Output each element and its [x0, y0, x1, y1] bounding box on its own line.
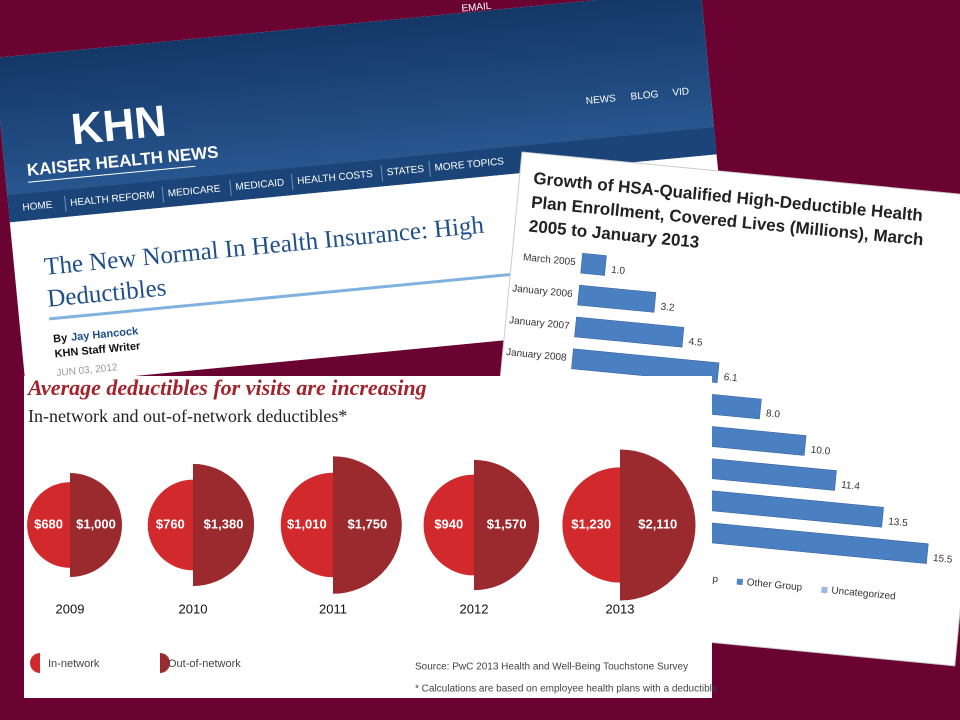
bar	[580, 252, 607, 276]
legend-label: Other Group	[746, 577, 803, 593]
logo-rule	[28, 165, 196, 183]
nav-divider	[161, 186, 165, 203]
nav-bar	[7, 127, 717, 223]
nav-divider	[64, 195, 67, 212]
bar	[577, 284, 657, 313]
value-label: 4.5	[688, 337, 703, 349]
top-nav-item[interactable]: VID	[672, 86, 690, 99]
value-label: $760	[156, 516, 185, 531]
logo[interactable]: KHN	[69, 97, 169, 155]
in-network-half	[27, 482, 71, 568]
value-label: $1,380	[204, 516, 244, 531]
legend-swatch	[160, 653, 170, 673]
legend-label: Out-of-network	[168, 658, 241, 670]
value-label: 8.0	[766, 408, 781, 420]
top-nav-item[interactable]: NEWS	[585, 93, 616, 107]
out-of-network-half	[620, 449, 696, 601]
legend-swatch	[821, 586, 828, 594]
out-of-network-half	[70, 473, 122, 577]
in-network-half	[147, 479, 193, 571]
nav-divider	[428, 160, 431, 177]
value-label: $1,570	[487, 516, 527, 531]
legend-label: In-network	[48, 658, 100, 670]
value-label: 15.5	[932, 553, 953, 566]
bar	[574, 316, 685, 348]
nav-item[interactable]: MEDICAID	[235, 177, 285, 193]
value-label: $1,750	[348, 516, 388, 531]
chart-title: Average deductibles for visits are incre…	[26, 375, 427, 400]
value-label: $940	[434, 516, 463, 531]
value-label: $2,110	[638, 516, 677, 531]
email-link[interactable]: EMAIL	[461, 1, 492, 15]
in-network-half	[423, 474, 474, 576]
deductibles-chart: Average deductibles for visits are incre…	[24, 375, 718, 698]
x-tick-label: 2009	[56, 601, 85, 616]
value-label: $1,230	[571, 516, 611, 531]
value-label: $1,010	[287, 516, 327, 531]
nav-item[interactable]: STATES	[386, 164, 425, 179]
value-label: 10.0	[810, 445, 831, 458]
value-label: 1.0	[611, 265, 626, 277]
x-tick-label: 2010	[179, 601, 208, 616]
in-network-half	[562, 467, 620, 583]
legend-swatch	[736, 578, 744, 586]
top-nav-item[interactable]: BLOG	[630, 89, 659, 103]
nav-item[interactable]: MEDICARE	[167, 184, 221, 200]
y-tick-label: March 2005	[523, 252, 577, 268]
value-label: 11.4	[841, 480, 861, 493]
value-label: 6.1	[723, 372, 738, 384]
value-label: 13.5	[888, 516, 909, 529]
bar	[571, 348, 720, 384]
headline-rule	[49, 270, 538, 321]
value-label: $1,000	[76, 516, 116, 531]
nav-item[interactable]: HOME	[22, 200, 53, 214]
value-label: $680	[34, 516, 63, 531]
nav-divider	[290, 173, 294, 190]
source: Source: PwC 2013 Health and Well-Being T…	[415, 662, 688, 673]
x-tick-label: 2011	[319, 601, 347, 616]
x-tick-label: 2013	[606, 601, 635, 616]
out-of-network-half	[474, 459, 540, 591]
nav-divider	[380, 165, 384, 182]
chart-subtitle: In-network and out-of-network deductible…	[28, 406, 347, 426]
byline-prefix: By	[53, 332, 69, 345]
out-of-network-half	[193, 463, 255, 587]
value-label: 3.2	[660, 302, 675, 314]
nav-divider	[229, 179, 232, 196]
x-tick-label: 2012	[460, 601, 489, 616]
footnote: * Calculations are based on employee hea…	[415, 684, 718, 695]
in-network-half	[280, 472, 333, 578]
out-of-network-half	[333, 456, 402, 594]
legend-swatch	[30, 653, 40, 673]
